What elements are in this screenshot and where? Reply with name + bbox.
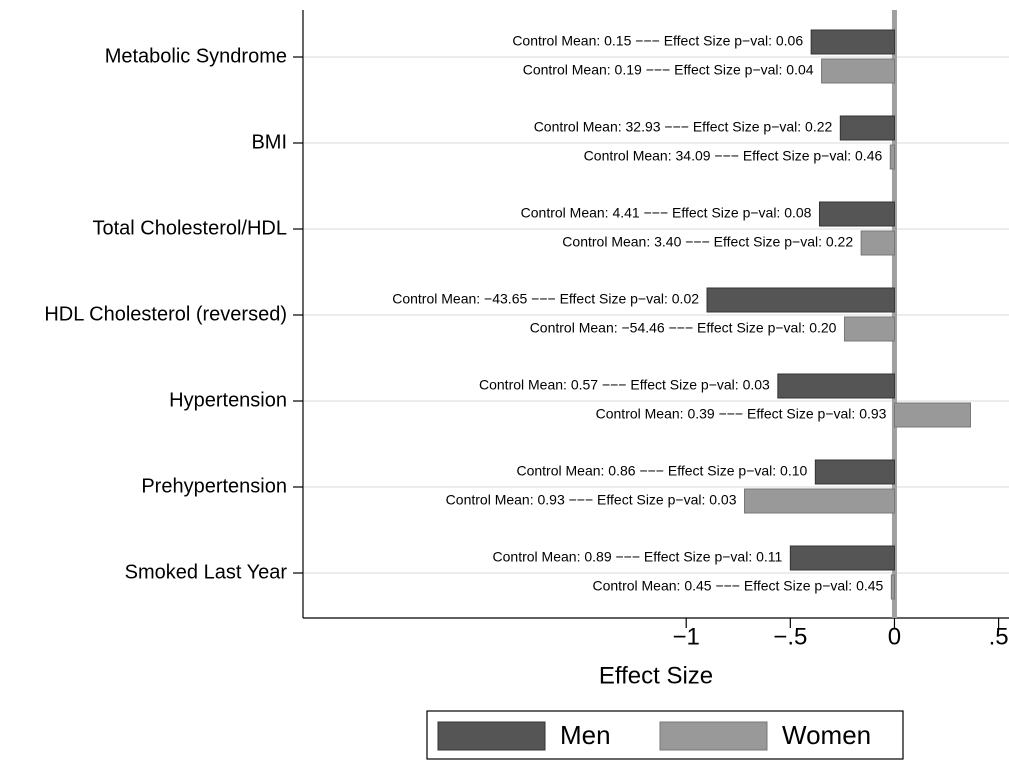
bar — [839, 115, 895, 141]
bar — [789, 545, 895, 571]
bar-annotation: Control Mean: 0.93 −−− Effect Size p−val… — [446, 492, 737, 508]
bar — [814, 459, 895, 485]
y-tick-label: HDL Cholesterol (reversed) — [44, 303, 287, 325]
bar — [893, 402, 971, 428]
bar-annotation: Control Mean: 0.19 −−− Effect Size p−val… — [523, 62, 814, 78]
bar — [821, 58, 895, 84]
bar-annotation: Control Mean: 3.40 −−− Effect Size p−val… — [562, 234, 853, 250]
bar-annotation: Control Mean: 4.41 −−− Effect Size p−val… — [521, 205, 812, 221]
bar — [890, 574, 895, 600]
y-tick-label: Prehypertension — [141, 475, 287, 497]
bar-annotation: Control Mean: 0.89 −−− Effect Size p−val… — [493, 549, 783, 565]
bar-annotation: Control Mean: 0.39 −−− Effect Size p−val… — [596, 406, 887, 422]
x-tick-label: −.5 — [773, 623, 807, 650]
bar-annotation: Control Mean: 0.45 −−− Effect Size p−val… — [593, 578, 884, 594]
bar-annotation: Control Mean: 32.93 −−− Effect Size p−va… — [534, 119, 833, 135]
bar — [843, 316, 895, 342]
bar-annotation: Control Mean: 0.86 −−− Effect Size p−val… — [516, 463, 807, 479]
legend-label: Women — [782, 720, 871, 750]
bar — [889, 144, 895, 170]
bar-annotation: Control Mean: 0.15 −−− Effect Size p−val… — [512, 33, 803, 49]
bar — [810, 29, 895, 55]
bar — [777, 373, 895, 399]
bar-annotation: Control Mean: −54.46 −−− Effect Size p−v… — [530, 320, 837, 336]
x-tick-label: −1 — [673, 623, 700, 650]
x-tick-label: .5 — [989, 623, 1009, 650]
bar — [706, 287, 895, 313]
y-tick-label: BMI — [251, 131, 287, 153]
y-tick-label: Hypertension — [169, 389, 287, 411]
bar — [744, 488, 895, 514]
bar-annotation: Control Mean: −43.65 −−− Effect Size p−v… — [392, 291, 699, 307]
bar — [860, 230, 895, 256]
x-axis-title: Effect Size — [599, 662, 713, 689]
legend-swatch — [437, 721, 546, 751]
bar-annotation: Control Mean: 0.57 −−− Effect Size p−val… — [479, 377, 770, 393]
bar-annotation: Control Mean: 34.09 −−− Effect Size p−va… — [584, 148, 883, 164]
legend-swatch — [659, 721, 768, 751]
bar — [818, 201, 895, 227]
y-tick-label: Smoked Last Year — [125, 561, 288, 583]
y-tick-label: Metabolic Syndrome — [105, 45, 287, 67]
legend-label: Men — [560, 720, 611, 750]
x-tick-label: 0 — [888, 623, 901, 650]
y-tick-label: Total Cholesterol/HDL — [92, 217, 287, 239]
